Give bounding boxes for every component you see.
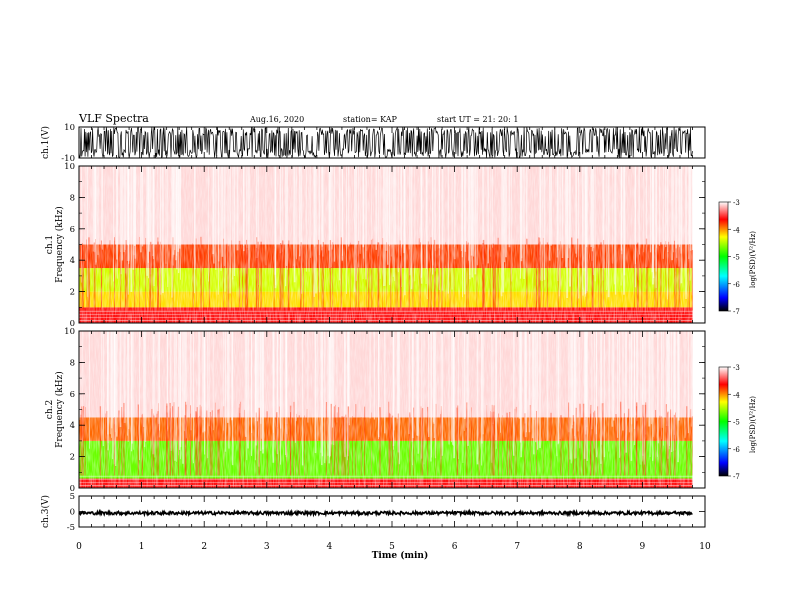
time-tick-label: 3	[264, 542, 270, 552]
time-tick-label: 7	[514, 542, 520, 552]
time-tick-label: 8	[577, 542, 583, 552]
colorbar-scale	[718, 366, 729, 477]
start-time-label: start UT = 21: 20: 1	[437, 115, 519, 124]
date-label: Aug.16, 2020	[250, 115, 305, 124]
ch2-spectrogram-ytick-label: 6	[70, 390, 75, 400]
ch2-spectrogram-ytick-label: 4	[70, 421, 75, 431]
ch3-waveform-series-line	[78, 508, 693, 518]
ch1-spectrogram-panel: -3 -4 -5 -6 -7 log(PSD)(V²/Hz) 0 2 4 6 8 10 ch.1Freq…	[45, 162, 757, 329]
colorbar-tick-label: -3	[733, 199, 740, 207]
ch1-spectrogram-ytick-label: 2	[70, 288, 75, 298]
time-tick-label: 10	[699, 542, 711, 552]
ch1-waveform-series-line	[78, 126, 693, 159]
ch1-spectrogram-noise	[79, 166, 693, 323]
time-tick-label: 4	[327, 542, 333, 552]
ch1-spectrogram-ticks	[78, 165, 706, 324]
ch2-spectrogram-colorbar: -3 -4 -5 -6 -7 log(PSD)(V²/Hz)	[718, 364, 757, 481]
ch2-spectrogram-ytick-label: 8	[70, 358, 75, 368]
ch2-spectrogram-ytick-label: 2	[70, 453, 75, 463]
ch1-spectrogram-ytick-label: 10	[64, 162, 75, 172]
ch1-waveform-panel: 10 -10 ch.1(V)	[40, 123, 706, 164]
time-tick-label: 2	[201, 542, 207, 552]
time-tick-label: 0	[76, 542, 82, 552]
colorbar-tick-label: -7	[733, 473, 740, 481]
ch1-spectrogram-ytick-label: 0	[70, 319, 75, 329]
time-tick-label: 9	[640, 542, 646, 552]
time-tick-label: 1	[139, 542, 145, 552]
ch1-spectrogram-colorbar: -3 -4 -5 -6 -7 log(PSD)(V²/Hz)	[718, 199, 757, 316]
colorbar-label: log(PSD)(V²/Hz)	[749, 231, 757, 288]
ch2-spectrogram-panel: -3 -4 -5 -6 -7 log(PSD)(V²/Hz) 0 2 4 6 8 10 ch.2Freq…	[45, 327, 757, 494]
colorbar-tick-label: -7	[733, 308, 740, 316]
ch1-spectrogram-ytick-label: 6	[70, 225, 75, 235]
ch2-spectrogram-ytick-label: 10	[64, 327, 75, 337]
ch1-spectrogram-ylabel: ch.1Frequency (kHz)	[45, 206, 65, 283]
ch1-waveform-ticks	[78, 126, 706, 159]
time-axis-label: Time (min)	[372, 550, 429, 561]
colorbar-tick-label: -4	[733, 226, 740, 234]
ch2-spectrogram-ylabel: ch.2Frequency (kHz)	[45, 371, 65, 448]
colorbar-tick-label: -5	[733, 419, 740, 427]
chart-title: VLF Spectra	[79, 112, 149, 125]
ch1-waveform-ytick-label: -10	[61, 154, 75, 164]
ch2-spectrogram-ticks	[78, 330, 706, 489]
ch2-spectrogram-noise	[79, 331, 693, 488]
station-label: station= KAP	[343, 115, 397, 124]
ch1-spectrogram-ytick-label: 4	[70, 256, 75, 266]
ch1-spectrogram-ytick-label: 8	[70, 193, 75, 203]
ch2-spectrogram-ytick-label: 0	[70, 484, 75, 494]
colorbar-tick-label: -4	[733, 391, 740, 399]
ch3-waveform-ticks	[78, 495, 706, 528]
ch3-waveform-panel: 5 0 -5 ch.3(V)	[40, 492, 706, 533]
ch3-waveform-ylabel: ch.3(V)	[40, 495, 51, 528]
colorbar-label: log(PSD)(V²/Hz)	[749, 396, 757, 453]
ch1-waveform-ytick-label: 10	[64, 123, 75, 133]
colorbar-tick-label: -3	[733, 364, 740, 372]
colorbar-tick-label: -5	[733, 254, 740, 262]
colorbar-tick-label: -6	[733, 446, 740, 454]
colorbar-tick-label: -6	[733, 281, 740, 289]
ch1-waveform-ylabel: ch.1(V)	[40, 126, 51, 159]
colorbar-scale	[718, 201, 729, 312]
ch3-waveform-ytick-label: -5	[67, 523, 75, 533]
ch3-waveform-ytick-label: 5	[70, 492, 75, 502]
time-axis: 0 1 2 3 4 5 6 7 8 9 10 Time (min)	[76, 542, 711, 561]
ch3-waveform-ytick-label: 0	[70, 508, 75, 518]
time-tick-label: 6	[452, 542, 458, 552]
time-tick-label: 5	[389, 542, 395, 552]
